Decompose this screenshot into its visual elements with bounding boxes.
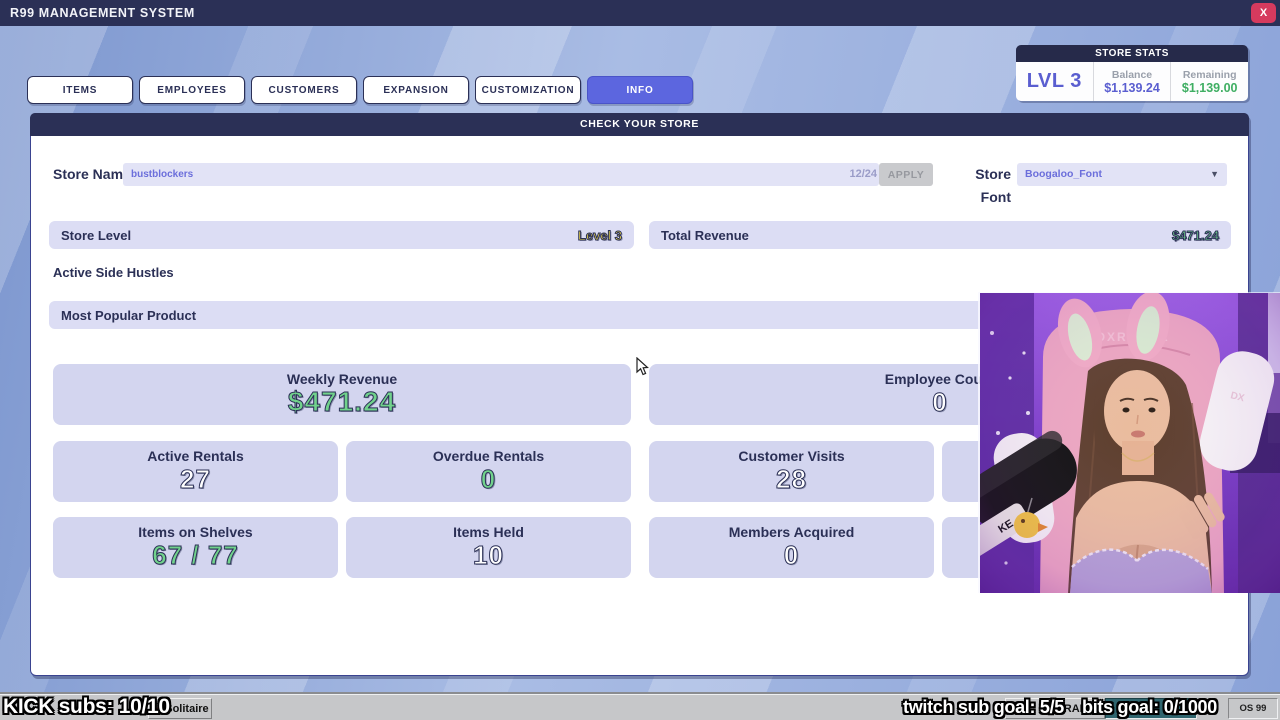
tab-info[interactable]: INFO [587,76,693,104]
side-hustles-label: Active Side Hustles [53,265,174,280]
card-title: Employee Count [884,371,996,387]
card-value: 27 [180,464,211,495]
card-customer-visits: Customer Visits 28 [649,441,934,502]
tab-expansion[interactable]: EXPANSION [363,76,469,104]
popular-product-label: Most Popular Product [61,307,197,323]
remaining-label: Remaining [1182,68,1237,81]
card-title: Items on Shelves [138,524,253,540]
store-name-label: Store Name [53,166,131,182]
card-title: Items Held [453,524,524,540]
tab-customers[interactable]: CUSTOMERS [251,76,357,104]
tab-items[interactable]: ITEMS [27,76,133,104]
card-value: 67 / 77 [152,540,239,571]
balance-label: Balance [1111,68,1153,81]
taskbar: ♠ Solitaire RAM... OS 99 [0,694,1280,720]
card-active-rentals: Active Rentals 27 [53,441,338,502]
card-title: Weekly Revenue [286,371,398,387]
card-overdue-rentals: Overdue Rentals 0 [346,441,631,502]
card-title: Customer Visits [738,448,845,464]
solitaire-icon: ♠ [155,702,162,715]
card-weekly-revenue: Weekly Revenue $471.24 [53,364,631,425]
tab-employees[interactable]: EMPLOYEES [139,76,245,104]
store-name-counter: 12/24 [849,168,877,180]
card-value: $471.24 [287,386,397,417]
total-revenue-value: $471.24 [1172,227,1220,243]
store-name-input[interactable] [123,163,879,186]
titlebar: R99 MANAGEMENT SYSTEM X [0,0,1280,26]
mouse-cursor [636,357,649,376]
taskbar-ram-button[interactable]: RAM... [1005,698,1105,719]
store-level-row-value: Level 3 [577,227,622,243]
card-value: 0 [480,464,497,495]
card-value: 0 [932,387,948,418]
solitaire-label: Solitaire [165,702,209,715]
twitch-goal-overlay: twitch sub goal: 5/5 [903,697,1065,717]
window-title: R99 MANAGEMENT SYSTEM [10,6,195,20]
ram-label: RAM... [1063,702,1098,715]
store-font-label: Store Font [975,166,1011,205]
kick-subs-overlay: KICK subs: 10/10 [3,695,170,718]
card-title: Members Acquired [728,524,855,540]
chevron-down-icon: ▼ [1210,169,1219,179]
webcam-overlay: DXRACER DX [978,292,1280,593]
webcam-scene: DXRACER DX [980,293,1280,593]
balance-cell: Balance $1,139.24 [1094,62,1172,101]
store-font-dropdown[interactable]: Boogaloo_Font ▼ [1017,163,1227,186]
store-stats-body: LVL 3 Balance $1,139.24 Remaining $1,139… [1016,62,1248,101]
bits-goal-overlay: bits goal: 0/1000 [1082,697,1217,717]
taskbar-solitaire-button[interactable]: ♠ Solitaire [148,698,212,719]
taskbar-pressed-button[interactable] [1105,698,1197,719]
card-members-acquired: Members Acquired 0 [649,517,934,578]
card-value: 10 [473,540,504,571]
card-title: Overdue Rentals [432,448,545,464]
store-level-cell: LVL 3 [1016,62,1094,101]
store-stats-header: STORE STATS [1016,45,1248,62]
close-icon: X [1259,7,1268,19]
remaining-cell: Remaining $1,139.00 [1171,62,1248,101]
store-level-row-label: Store Level [61,227,132,243]
card-title: Active Rentals [147,448,244,464]
total-revenue-row: Total Revenue $471.24 [649,221,1231,249]
card-items-held: Items Held 10 [346,517,631,578]
store-stats-panel: STORE STATS LVL 3 Balance $1,139.24 Rema… [1016,45,1248,101]
store-level-row: Store Level Level 3 [49,221,634,249]
tray-label: OS 99 [1239,703,1267,714]
close-button[interactable]: X [1251,3,1276,23]
panel-header: CHECK YOUR STORE [30,113,1249,136]
store-level-value: LVL 3 [1026,70,1082,92]
card-value: 0 [783,540,800,571]
tab-customization[interactable]: CUSTOMIZATION [475,76,581,104]
store-font-value: Boogaloo_Font [1025,168,1102,180]
remaining-value: $1,139.00 [1181,80,1238,95]
card-items-on-shelves: Items on Shelves 67 / 77 [53,517,338,578]
card-value: 28 [776,464,807,495]
total-revenue-label: Total Revenue [661,227,749,243]
balance-value: $1,139.24 [1104,80,1160,95]
apply-button[interactable]: APPLY [879,163,933,186]
system-tray: OS 99 [1228,698,1278,719]
